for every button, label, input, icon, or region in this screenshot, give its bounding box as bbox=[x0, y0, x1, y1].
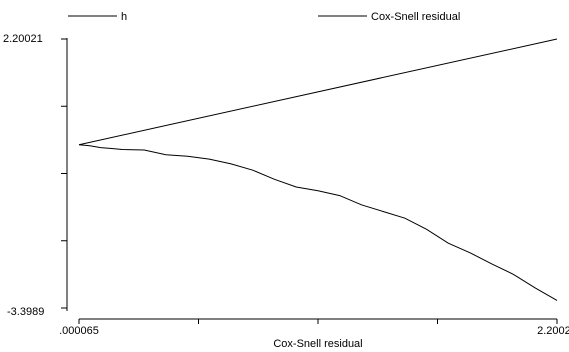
x-tick-label-right: 2.20021 bbox=[537, 325, 569, 337]
y-tick-label-bottom: -3.3989 bbox=[7, 306, 44, 318]
x-axis-title: Cox-Snell residual bbox=[273, 338, 362, 350]
legend: h Cox-Snell residual bbox=[68, 11, 460, 23]
x-tick-label-left: .000065 bbox=[59, 325, 99, 337]
y-tick-label-top: 2.20021 bbox=[3, 33, 43, 45]
plot-area bbox=[78, 38, 558, 301]
series-line-cox-snell-residual bbox=[78, 38, 558, 146]
legend-label-h: h bbox=[121, 11, 127, 23]
y-axis-ticks bbox=[61, 38, 67, 309]
series-line-h bbox=[78, 144, 558, 301]
legend-label-cox-snell: Cox-Snell residual bbox=[371, 11, 460, 23]
x-axis-ticks bbox=[78, 319, 558, 324]
